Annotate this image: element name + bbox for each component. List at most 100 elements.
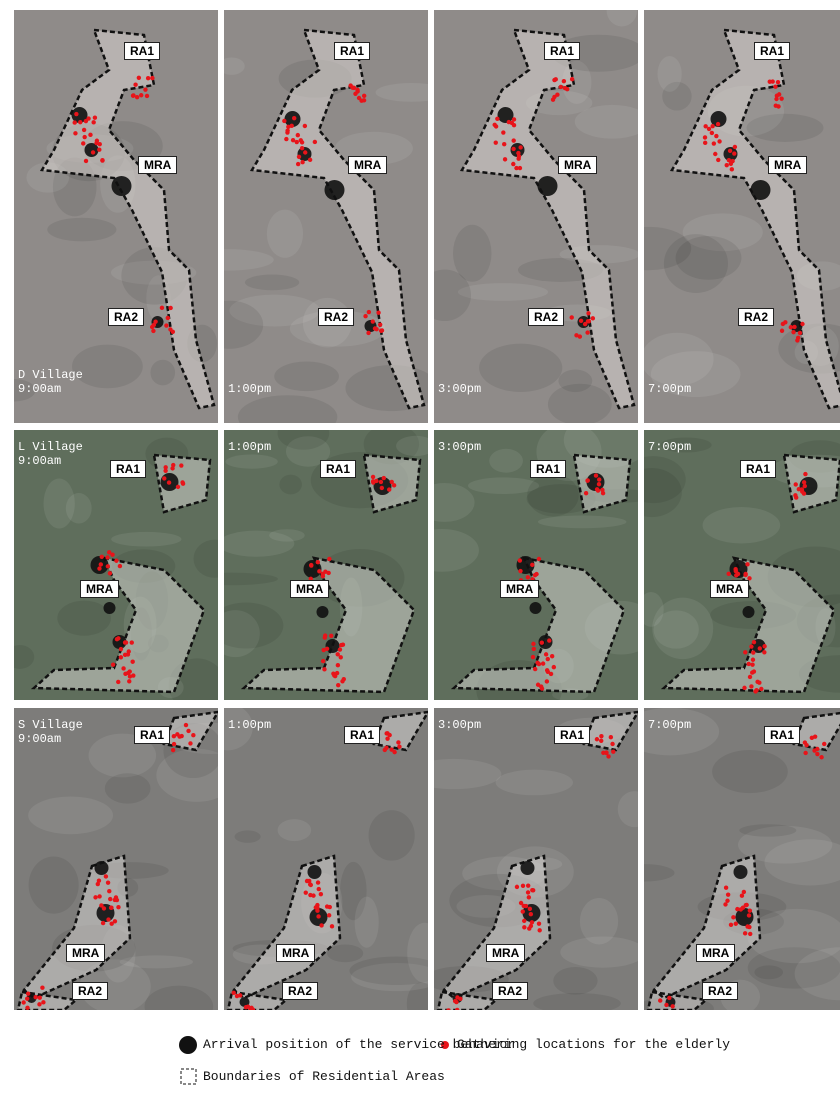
gathering-marker [374, 479, 378, 483]
gathering-marker [747, 662, 751, 666]
map-layer [224, 708, 428, 1010]
gathering-marker [82, 128, 86, 132]
map-layer [224, 10, 428, 423]
gathering-marker [726, 572, 730, 576]
gathering-marker [342, 677, 346, 681]
gathering-marker [166, 316, 170, 320]
gathering-marker [770, 79, 774, 83]
gathering-marker [713, 152, 717, 156]
gathering-marker [171, 748, 175, 752]
area-label: RA1 [764, 726, 800, 744]
area-label: MRA [348, 156, 387, 174]
gathering-marker [38, 995, 42, 999]
terrain [703, 507, 781, 543]
gathering-marker [309, 563, 313, 567]
terrain [145, 986, 214, 1010]
gathering-marker [587, 319, 591, 323]
gathering-marker [725, 163, 729, 167]
map-layer [14, 10, 218, 423]
gathering-marker [26, 991, 30, 995]
gathering-marker [716, 158, 720, 162]
gathering-marker [495, 117, 499, 121]
gathering-marker [383, 748, 387, 752]
area-label: RA2 [528, 308, 564, 326]
terrain [553, 967, 597, 995]
terrain [14, 645, 34, 669]
gathering-marker [179, 463, 183, 467]
terrain [434, 529, 479, 572]
gathering-marker [88, 133, 92, 137]
map-panel: RA1MRA1:00pm [224, 430, 428, 700]
gathering-marker [130, 640, 134, 644]
area-label: RA1 [754, 42, 790, 60]
gathering-marker [123, 653, 127, 657]
gathering-marker [97, 148, 101, 152]
gathering-marker [91, 150, 95, 154]
terrain [538, 515, 626, 528]
gathering-marker [748, 675, 752, 679]
gathering-marker [327, 557, 331, 561]
gathering-marker [81, 141, 85, 145]
gathering-marker [73, 131, 77, 135]
gathering-marker [703, 124, 707, 128]
gathering-marker [335, 671, 339, 675]
gathering-marker [599, 734, 603, 738]
gathering-marker [815, 752, 819, 756]
area-label: RA1 [530, 460, 566, 478]
panel-caption: D Village9:00am [18, 368, 83, 396]
terrain [644, 333, 714, 386]
gathering-marker [319, 923, 323, 927]
gathering-marker [171, 463, 175, 467]
arrival-marker [317, 606, 329, 618]
gathering-marker [747, 913, 751, 917]
gathering-marker [99, 903, 103, 907]
gathering-marker [717, 139, 721, 143]
gathering-marker [115, 898, 119, 902]
gathering-marker [779, 96, 783, 100]
legend-arrival-icon [179, 1036, 197, 1054]
terrain [644, 864, 675, 881]
gathering-marker [511, 138, 515, 142]
gathering-marker [99, 562, 103, 566]
gathering-marker [307, 879, 311, 883]
gathering-marker [282, 119, 286, 123]
arrival-marker [325, 180, 345, 200]
terrain [676, 236, 742, 280]
gathering-marker [748, 908, 752, 912]
gathering-marker [507, 120, 511, 124]
gathering-marker [162, 476, 166, 480]
gathering-marker [91, 120, 95, 124]
gathering-marker [73, 120, 77, 124]
gathering-marker [308, 158, 312, 162]
gathering-marker [804, 743, 808, 747]
gathering-marker [521, 909, 525, 913]
gathering-marker [595, 487, 599, 491]
terrain [607, 10, 638, 26]
area-label: RA1 [134, 726, 170, 744]
panel-caption: 3:00pm [438, 440, 481, 454]
map-panel: RA1MRARA2S Village9:00am [14, 708, 218, 1010]
gathering-marker [667, 996, 671, 1000]
gathering-marker [172, 742, 176, 746]
area-label: MRA [768, 156, 807, 174]
gathering-marker [544, 652, 548, 656]
gathering-marker [723, 902, 727, 906]
gathering-marker [119, 647, 123, 651]
terrain [533, 993, 621, 1010]
gathering-marker [355, 89, 359, 93]
gathering-marker [371, 475, 375, 479]
gathering-marker [562, 79, 566, 83]
arrival-marker [538, 176, 558, 196]
area-label: MRA [696, 944, 735, 962]
gathering-marker [78, 120, 82, 124]
gathering-marker [41, 1000, 45, 1004]
gathering-marker [323, 570, 327, 574]
gathering-marker [531, 655, 535, 659]
gathering-marker [300, 146, 304, 150]
gathering-marker [541, 661, 545, 665]
terrain [496, 770, 573, 796]
gathering-marker [812, 748, 816, 752]
gathering-marker [167, 480, 171, 484]
gathering-marker [529, 924, 533, 928]
terrain [225, 454, 277, 468]
